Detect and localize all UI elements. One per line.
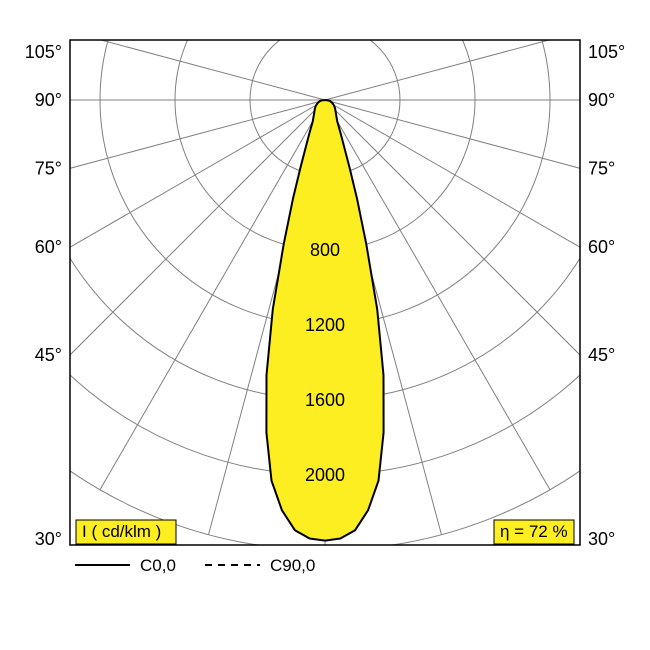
angle-label-right: 75° — [588, 158, 615, 178]
angle-label-left: 45° — [35, 345, 62, 365]
angle-label-left: 105° — [25, 42, 62, 62]
angle-label-right: 90° — [588, 90, 615, 110]
angle-label-left: 90° — [35, 90, 62, 110]
ring-label: 1200 — [305, 315, 345, 335]
angle-label-left: 30° — [35, 529, 62, 549]
ring-label: 1600 — [305, 390, 345, 410]
angle-label-left: 75° — [35, 158, 62, 178]
badge-right-text: η = 72 % — [500, 522, 568, 541]
angle-label-left: 60° — [35, 237, 62, 257]
ring-label: 2000 — [305, 465, 345, 485]
legend-label: C90,0 — [270, 556, 315, 575]
legend-label: C0,0 — [140, 556, 176, 575]
angle-label-right: 30° — [588, 529, 615, 549]
ring-label: 800 — [310, 240, 340, 260]
angle-label-right: 105° — [588, 42, 625, 62]
angle-label-right: 45° — [588, 345, 615, 365]
badge-left-text: I ( cd/klm ) — [82, 522, 161, 541]
angle-label-right: 60° — [588, 237, 615, 257]
polar-svg: 800 1200 1600 2000 30° 30° 45° 45° 60° 60° 75° 75° 9… — [0, 0, 650, 650]
polar-chart-container: { "chart": { "type": "polar-photometric"… — [0, 0, 650, 650]
